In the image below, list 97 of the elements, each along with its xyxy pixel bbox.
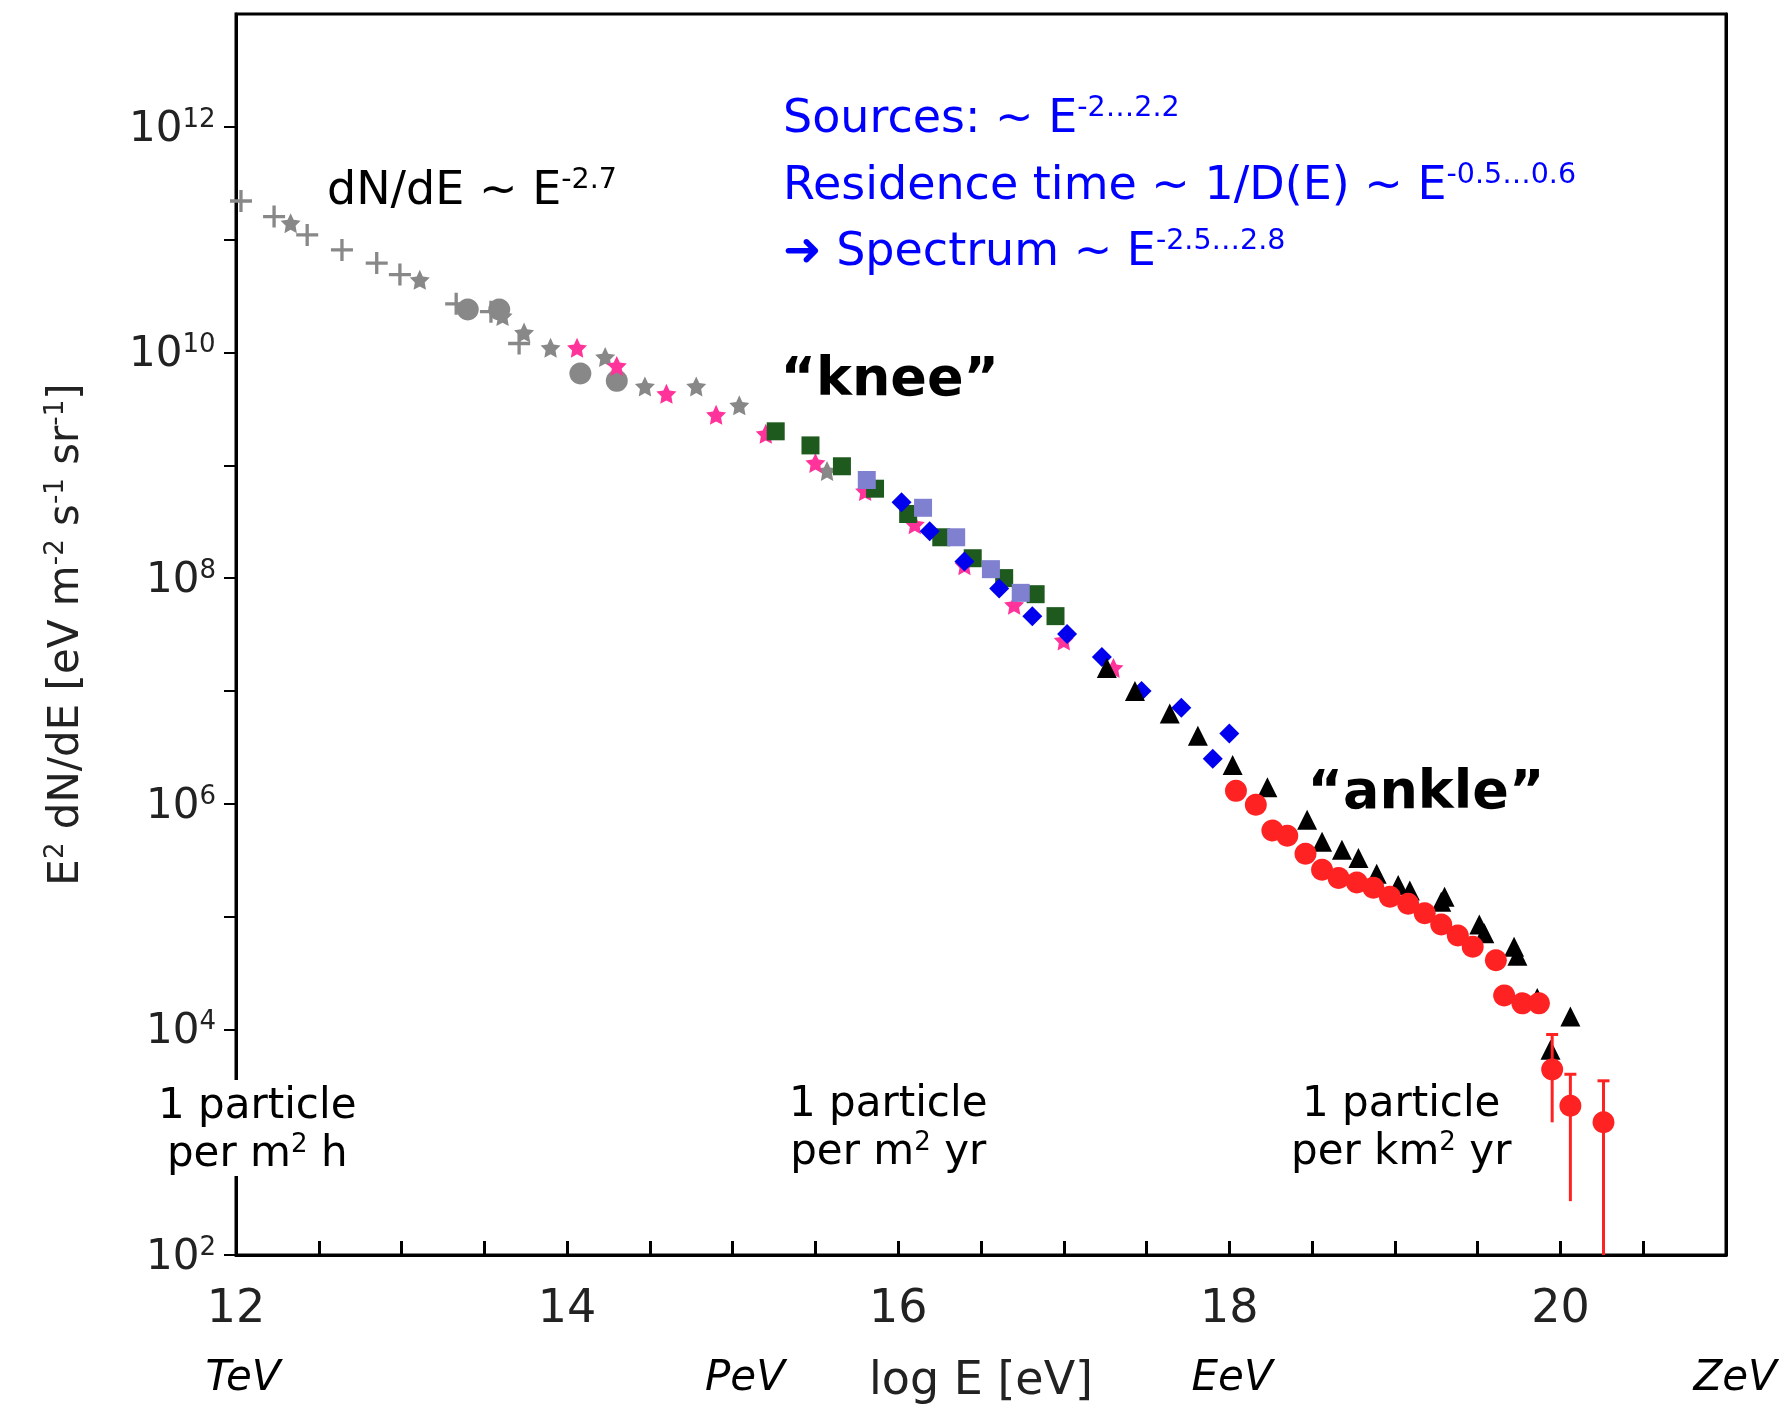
point — [1057, 623, 1078, 644]
point — [686, 376, 707, 397]
point — [1446, 924, 1469, 947]
point — [1312, 831, 1333, 852]
point — [330, 238, 353, 261]
point — [1331, 839, 1352, 860]
text: ZeV — [1693, 1351, 1777, 1401]
point — [1159, 703, 1180, 724]
point — [567, 337, 588, 358]
annotation: 1 particle per m$^{2}$ yr — [789, 1076, 988, 1175]
y-tick-label: 10$^{6}$ — [146, 778, 217, 829]
y-tick-label: 10$^{2}$ — [146, 1230, 217, 1280]
point — [634, 376, 655, 397]
y-tick-label: 10$^{4}$ — [146, 1004, 217, 1054]
point — [1187, 725, 1208, 746]
point — [1091, 646, 1112, 667]
x-tick-label: 18 — [1200, 1279, 1259, 1333]
point — [1493, 984, 1516, 1007]
point — [1348, 848, 1369, 869]
point — [280, 213, 301, 234]
point — [1022, 606, 1043, 627]
point — [1484, 949, 1507, 972]
point — [409, 269, 430, 290]
point — [857, 471, 876, 490]
annotation: “ankle” — [1307, 758, 1545, 822]
point — [296, 223, 319, 246]
point — [606, 355, 627, 376]
point — [766, 422, 785, 441]
point — [1461, 935, 1484, 958]
y-tick-label: 10$^{12}$ — [129, 101, 216, 152]
annotation: “knee” — [780, 345, 1000, 409]
point — [1378, 885, 1401, 908]
point — [981, 560, 1000, 579]
point — [891, 492, 912, 513]
point — [989, 578, 1010, 599]
x-tick-label: 16 — [868, 1279, 928, 1333]
point — [832, 457, 851, 476]
point — [1430, 913, 1453, 936]
x-tick-label: 20 — [1531, 1279, 1590, 1333]
point — [1431, 891, 1452, 912]
point — [1244, 793, 1267, 816]
point — [947, 528, 966, 547]
point — [1011, 583, 1030, 602]
point — [729, 395, 750, 416]
point — [1171, 697, 1192, 718]
point — [801, 436, 820, 455]
annotation: Residence time ~ 1/D(E) ~ E$^{-0.5…0.6}$ — [783, 155, 1577, 210]
annotation: 1 particle per m$^{2}$ h — [158, 1078, 357, 1177]
point — [1294, 842, 1317, 865]
point — [1202, 748, 1223, 769]
x-axis-title: log E [eV] — [868, 1351, 1094, 1405]
point — [1560, 1006, 1581, 1027]
point — [229, 190, 252, 212]
y-tick-label: 10$^{8}$ — [146, 553, 217, 603]
text: EeV — [1191, 1351, 1273, 1401]
point — [1397, 892, 1420, 915]
point — [456, 298, 479, 321]
point — [1096, 657, 1117, 678]
point — [1276, 824, 1299, 847]
point — [1219, 723, 1240, 744]
annotation: Sources: ~ E$^{-2…2.2}$ — [783, 88, 1180, 143]
annotation: 1 particle per km$^{2}$ yr — [1291, 1076, 1512, 1175]
point — [1559, 1094, 1582, 1117]
point — [263, 205, 286, 228]
annotation: ➜ Spectrum ~ E$^{-2.5…2.8}$ — [783, 221, 1286, 276]
point — [488, 298, 511, 321]
point — [656, 383, 677, 404]
point — [805, 452, 826, 473]
point — [914, 498, 933, 517]
point — [919, 521, 940, 542]
x-tick-label: 12 — [206, 1279, 266, 1333]
text: E2 dN/dE [eV m-2 s-1 sr-1] — [39, 383, 88, 886]
point — [1297, 809, 1318, 830]
point — [1222, 755, 1243, 776]
point — [1541, 1058, 1564, 1081]
point — [1527, 992, 1550, 1015]
x-tick-label: 14 — [537, 1279, 597, 1333]
point — [1124, 680, 1145, 701]
annotation: dN/dE ~ E$^{-2.7}$ — [327, 160, 617, 215]
point — [706, 404, 727, 425]
text: TeV — [205, 1351, 281, 1401]
point — [569, 362, 592, 385]
point — [595, 347, 616, 368]
point — [1592, 1111, 1615, 1134]
y-tick-label: 10$^{10}$ — [129, 327, 216, 377]
point — [1327, 866, 1350, 889]
point — [388, 263, 411, 286]
point — [1257, 777, 1278, 798]
point — [365, 252, 388, 275]
point — [1413, 902, 1436, 925]
text: PeV — [705, 1351, 785, 1401]
point — [1311, 858, 1334, 881]
point — [1224, 779, 1247, 802]
point — [514, 322, 535, 343]
point — [1362, 876, 1385, 899]
point — [540, 337, 561, 358]
point — [1046, 607, 1065, 626]
